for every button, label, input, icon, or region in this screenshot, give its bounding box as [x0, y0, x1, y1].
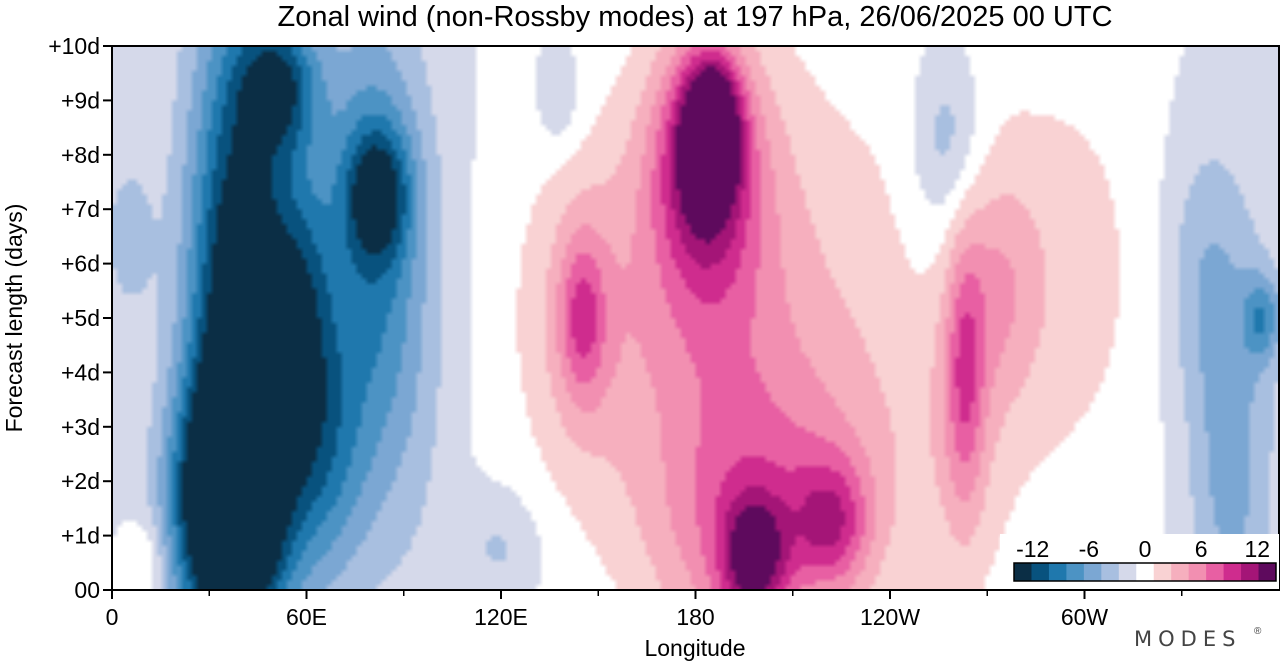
colorbar-swatch: [1258, 563, 1277, 581]
colorbar-swatch: [1223, 563, 1242, 581]
colorbar-label: -6: [1079, 536, 1099, 562]
x-tick-label: 60W: [1061, 604, 1109, 630]
y-tick-label: +3d: [61, 414, 100, 440]
y-tick-label: +6d: [61, 251, 100, 277]
colorbar-swatch: [1014, 563, 1032, 581]
x-axis-label: Longitude: [644, 635, 745, 661]
y-tick-label: +1d: [61, 523, 100, 549]
colorbar-label: 0: [1139, 536, 1152, 562]
colorbar-swatch: [1031, 563, 1050, 581]
colorbar-swatch: [1171, 563, 1190, 581]
colorbar: -12 -6 0 6 12: [1000, 534, 1279, 589]
x-tick-label: 60E: [286, 604, 327, 630]
colorbar-swatch: [1048, 563, 1067, 581]
colorbar-label: 12: [1244, 536, 1270, 562]
colorbar-swatch: [1188, 563, 1207, 581]
y-tick-label: 00: [74, 577, 100, 603]
y-tick-label: +5d: [61, 305, 100, 331]
colorbar-swatch: [1083, 563, 1102, 581]
y-tick-label: +7d: [61, 196, 100, 222]
chart-title: Zonal wind (non-Rossby modes) at 197 hPa…: [277, 1, 1112, 33]
colorbar-label: 6: [1195, 536, 1208, 562]
x-tick-label: 0: [106, 604, 119, 630]
y-tick-label: +2d: [61, 468, 100, 494]
colorbar-swatch: [1066, 563, 1085, 581]
x-tick-label: 180: [676, 604, 714, 630]
colorbar-swatch: [1241, 563, 1260, 581]
colorbar-outline: [1013, 562, 1277, 582]
x-tick-label: 120E: [474, 604, 528, 630]
y-tick-label: +9d: [61, 87, 100, 113]
y-tick-label: +10d: [48, 33, 100, 59]
heatmap-raster: [112, 46, 1279, 590]
x-axis: 0 60E 120E 180 120W 60W: [106, 590, 1183, 630]
colorbar-swatch: [1118, 563, 1137, 581]
y-axis: 00 +1d +2d +3d +4d +5d +6d +7d +8d +9d +10d: [48, 33, 112, 603]
colorbar-swatch: [1136, 563, 1155, 581]
heatmap-layer: [112, 46, 1279, 590]
y-axis-label: Forecast length (days): [1, 204, 27, 433]
colorbar-swatch: [1153, 563, 1172, 581]
x-tick-label: 120W: [860, 604, 920, 630]
colorbar-swatch: [1101, 563, 1120, 581]
y-tick-label: +8d: [61, 142, 100, 168]
registered-mark: ®: [1254, 626, 1262, 637]
colorbar-swatch: [1206, 563, 1225, 581]
colorbar-label: -12: [1016, 536, 1049, 562]
modes-logo: MODES: [1134, 627, 1241, 651]
y-tick-label: +4d: [61, 359, 100, 385]
